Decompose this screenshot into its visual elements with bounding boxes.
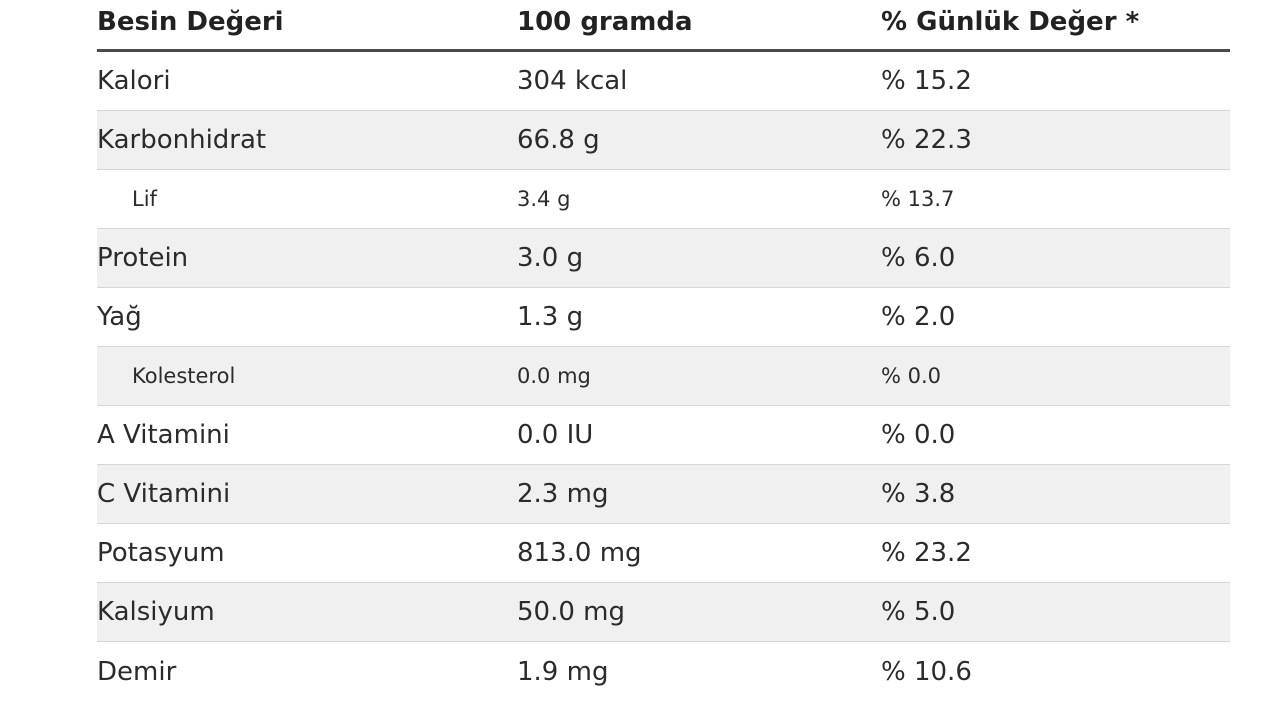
nutrient-amount: 66.8 g: [517, 125, 600, 155]
nutrient-daily-value: % 22.3: [881, 125, 972, 155]
nutrient-name: Kalori: [97, 66, 171, 96]
table-row: Karbonhidrat 66.8 g % 22.3: [97, 111, 1230, 170]
table-row: Lif 3.4 g % 13.7: [97, 170, 1230, 229]
table-row: Kolesterol 0.0 mg % 0.0: [97, 347, 1230, 406]
nutrient-name: Kolesterol: [132, 364, 236, 388]
nutrient-amount: 0.0 IU: [517, 420, 594, 450]
nutrient-name: Karbonhidrat: [97, 125, 267, 155]
nutrient-daily-value: % 13.7: [881, 187, 955, 211]
nutrient-amount: 304 kcal: [517, 66, 628, 96]
nutrient-amount: 3.4 g: [517, 187, 571, 211]
nutrient-daily-value: % 15.2: [881, 66, 972, 96]
table-row: A Vitamini 0.0 IU % 0.0: [97, 406, 1230, 465]
table-header-row: Besin Değeri 100 gramda % Günlük Değer *: [97, 0, 1230, 52]
table-row: Kalori 304 kcal % 15.2: [97, 52, 1230, 111]
table-row: Potasyum 813.0 mg % 23.2: [97, 524, 1230, 583]
nutrient-daily-value: % 5.0: [881, 597, 956, 627]
nutrient-amount: 3.0 g: [517, 243, 584, 273]
table-row: C Vitamini 2.3 mg % 3.8: [97, 465, 1230, 524]
nutrient-name: C Vitamini: [97, 479, 231, 509]
nutrient-daily-value: % 6.0: [881, 243, 956, 273]
nutrient-name: Yağ: [97, 302, 142, 332]
nutrient-amount: 2.3 mg: [517, 479, 609, 509]
nutrient-name: Potasyum: [97, 538, 225, 568]
nutrient-daily-value: % 0.0: [881, 364, 942, 388]
table-row: Yağ 1.3 g % 2.0: [97, 288, 1230, 347]
nutrient-amount: 50.0 mg: [517, 597, 625, 627]
nutrient-name: A Vitamini: [97, 420, 230, 450]
nutrient-amount: 1.9 mg: [517, 656, 609, 687]
nutrient-daily-value: % 3.8: [881, 479, 956, 509]
table-row: Protein 3.0 g % 6.0: [97, 229, 1230, 288]
table-row: Kalsiyum 50.0 mg % 5.0: [97, 583, 1230, 642]
nutrient-name: Kalsiyum: [97, 597, 215, 627]
nutrient-name: Protein: [97, 243, 189, 273]
header-nutrient: Besin Değeri: [97, 7, 284, 37]
nutrient-name: Demir: [97, 656, 177, 687]
nutrient-amount: 0.0 mg: [517, 364, 591, 388]
nutrient-name: Lif: [132, 187, 157, 211]
nutrient-daily-value: % 10.6: [881, 656, 972, 687]
header-per-100g: 100 gramda: [517, 7, 693, 37]
nutrition-table: Besin Değeri 100 gramda % Günlük Değer *…: [97, 0, 1230, 701]
nutrient-amount: 813.0 mg: [517, 538, 642, 568]
header-daily-value: % Günlük Değer *: [881, 7, 1140, 37]
nutrient-daily-value: % 23.2: [881, 538, 972, 568]
nutrient-daily-value: % 2.0: [881, 302, 956, 332]
nutrient-daily-value: % 0.0: [881, 420, 956, 450]
table-row: Demir 1.9 mg % 10.6: [97, 642, 1230, 701]
nutrient-amount: 1.3 g: [517, 302, 584, 332]
